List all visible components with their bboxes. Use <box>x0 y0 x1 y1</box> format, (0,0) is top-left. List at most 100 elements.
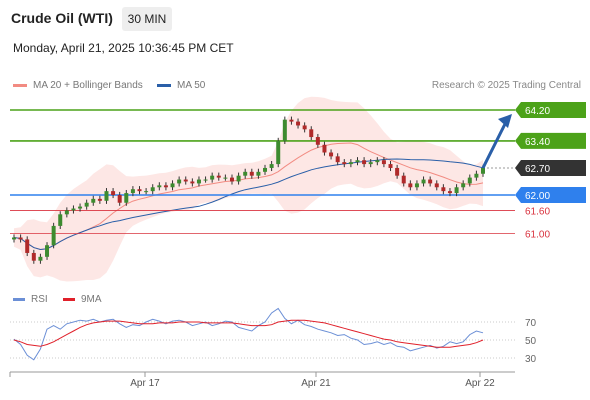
legend-rsi-ma-label: 9MA <box>81 294 102 305</box>
interval-button[interactable]: 30 MIN <box>122 7 172 31</box>
candle-body <box>342 162 347 165</box>
candle-body <box>18 237 23 240</box>
candle-body <box>395 167 400 176</box>
candle-body <box>368 162 373 165</box>
candle-body <box>467 177 472 184</box>
candle-body <box>203 179 208 181</box>
candle-body <box>124 193 129 203</box>
candle-body <box>45 245 50 257</box>
candle-body <box>289 119 294 122</box>
candle-body <box>71 208 76 211</box>
level-tag-label-3: 62.00 <box>525 191 550 202</box>
candle-body <box>31 252 36 261</box>
candle-body <box>64 210 69 215</box>
candle-body <box>236 175 241 182</box>
candle-body <box>408 183 413 188</box>
candle-body <box>137 189 142 192</box>
candle-body <box>421 179 426 184</box>
candle-body <box>447 191 452 194</box>
ma20-swatch <box>13 84 27 87</box>
candle-body <box>91 198 96 203</box>
candle-body <box>163 185 168 188</box>
datetime-label: Monday, April 21, 2025 10:36:45 PM CET <box>13 41 234 55</box>
candle-body <box>196 179 201 184</box>
candle-body <box>111 191 116 195</box>
candle-body <box>428 179 433 184</box>
candle-body <box>375 160 380 163</box>
candle-body <box>216 175 221 178</box>
rsi-level-label-2: 30 <box>525 354 537 365</box>
level-tag-2 <box>515 159 586 176</box>
candle-body <box>401 175 406 184</box>
legend-rsi-ma: 9MA <box>63 294 102 305</box>
rsi-level-label-0: 70 <box>525 318 537 329</box>
candle-body <box>229 177 234 182</box>
candle-body <box>12 237 16 240</box>
legend-ma20: MA 20 + Bollinger Bands <box>13 80 143 91</box>
candle-body <box>38 256 43 261</box>
level-tag-label-2: 62.70 <box>525 164 550 175</box>
level-tag-label-0: 64.20 <box>525 106 550 117</box>
candle-body <box>78 206 83 209</box>
candle-body <box>104 191 109 201</box>
level-label-4: 61.60 <box>525 206 550 217</box>
candle-body <box>329 152 334 157</box>
candle-body <box>144 191 149 193</box>
candle-body <box>269 164 274 168</box>
candle-body <box>210 175 215 180</box>
candle-body <box>355 160 360 163</box>
legend-ma50-label: MA 50 <box>177 80 206 91</box>
candle-body <box>441 187 446 192</box>
instrument-title: Crude Oil (WTI) <box>11 10 113 26</box>
candle-body <box>461 183 466 188</box>
candle-body <box>414 183 419 188</box>
candle-body <box>263 167 268 172</box>
candle-body <box>315 137 320 145</box>
candle-body <box>348 162 353 165</box>
candle-body <box>97 198 102 201</box>
candle-body <box>276 140 281 165</box>
candle-body <box>474 173 479 178</box>
candle-body <box>58 214 63 226</box>
level-tag-label-1: 63.40 <box>525 137 550 148</box>
candle-body <box>190 181 195 184</box>
candle-body <box>302 125 307 130</box>
rsi-ma-swatch <box>63 298 75 301</box>
candle-body <box>117 195 122 203</box>
rsi-line <box>13 307 484 361</box>
legend-ma20-label: MA 20 + Bollinger Bands <box>33 80 143 91</box>
candle-body <box>223 177 228 179</box>
level-label-5: 61.00 <box>525 230 550 241</box>
forecast-arrow-head <box>498 114 512 128</box>
x-tick-label-1: Apr 21 <box>301 378 331 389</box>
candle-body <box>434 183 439 188</box>
candle-body <box>177 179 182 184</box>
ma50-line <box>13 158 484 251</box>
candle-body <box>25 239 30 253</box>
candle-body <box>84 202 89 207</box>
rsi-swatch <box>13 298 25 301</box>
candle-body <box>335 156 340 163</box>
credit-label: Research © 2025 Trading Central <box>431 80 581 91</box>
legend-rsi-label: RSI <box>31 294 48 305</box>
candle-body <box>170 183 175 188</box>
level-tag-3 <box>515 187 586 203</box>
x-tick-label-2: Apr 22 <box>465 378 495 389</box>
candle-body <box>381 160 386 165</box>
candle-body <box>150 187 155 192</box>
legend-ma50: MA 50 <box>157 80 205 91</box>
ma50-swatch <box>157 84 171 87</box>
candle-body <box>296 121 301 126</box>
ma20-line <box>13 142 484 251</box>
candle-body <box>256 171 261 176</box>
candle-body <box>282 119 287 141</box>
candle-body <box>51 225 56 246</box>
candle-body <box>157 185 162 188</box>
candle-body <box>130 189 135 194</box>
candle-body <box>243 171 248 176</box>
candle-body <box>454 187 459 194</box>
candle-body <box>362 160 367 165</box>
forecast-arrow-shaft <box>481 121 508 169</box>
legend-rsi: RSI <box>13 294 48 305</box>
